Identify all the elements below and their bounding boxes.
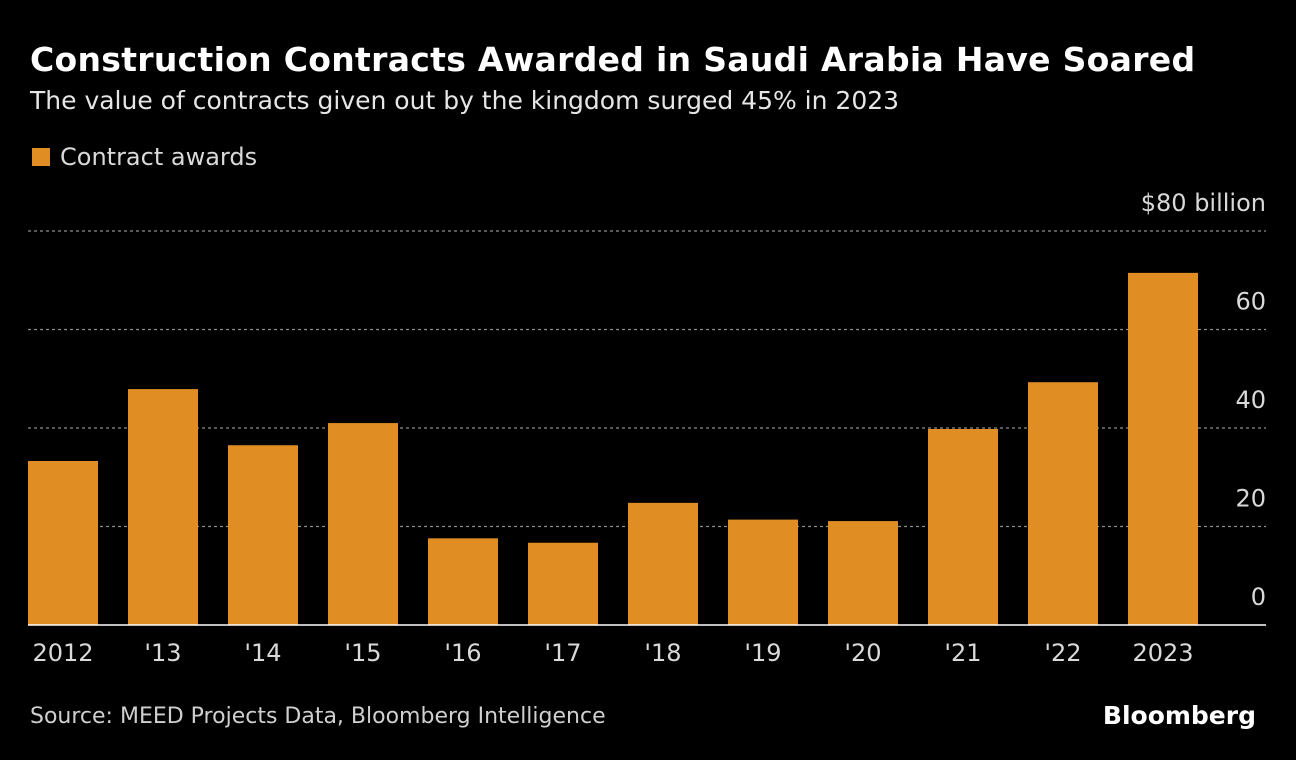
x-tick-label: '14 bbox=[244, 639, 281, 667]
bar bbox=[728, 519, 798, 625]
x-tick-label: 2012 bbox=[32, 639, 93, 667]
x-tick-label: '17 bbox=[544, 639, 581, 667]
bar bbox=[1128, 272, 1198, 625]
chart-title: Construction Contracts Awarded in Saudi … bbox=[30, 40, 1196, 79]
source-note: Source: MEED Projects Data, Bloomberg In… bbox=[30, 704, 606, 729]
legend: Contract awards bbox=[32, 143, 257, 171]
x-tick-label: '13 bbox=[144, 639, 181, 667]
x-tick-label: '19 bbox=[744, 639, 781, 667]
bar bbox=[428, 538, 498, 625]
legend-label: Contract awards bbox=[60, 143, 258, 171]
x-tick-label: '22 bbox=[1044, 639, 1081, 667]
bar bbox=[828, 521, 898, 625]
bar bbox=[28, 460, 98, 625]
chart-subtitle: The value of contracts given out by the … bbox=[30, 86, 900, 115]
x-tick-label: '15 bbox=[344, 639, 381, 667]
y-tick-label: 60 bbox=[1235, 288, 1266, 316]
bar bbox=[928, 428, 998, 625]
x-tick-label: 2023 bbox=[1132, 639, 1193, 667]
bar bbox=[628, 502, 698, 625]
bar bbox=[528, 542, 598, 625]
y-tick-label: $80 billion bbox=[1141, 189, 1266, 217]
legend-swatch bbox=[32, 148, 50, 166]
bar bbox=[328, 423, 398, 625]
x-tick-label: '16 bbox=[444, 639, 481, 667]
brand-logo: Bloomberg bbox=[1102, 701, 1256, 730]
bar bbox=[1028, 382, 1098, 625]
y-tick-label: 0 bbox=[1251, 583, 1266, 611]
x-tick-label: '20 bbox=[844, 639, 881, 667]
x-tick-label: '21 bbox=[944, 639, 981, 667]
bar bbox=[228, 445, 298, 625]
y-tick-label: 40 bbox=[1235, 386, 1266, 414]
x-tick-label: '18 bbox=[644, 639, 681, 667]
y-tick-label: 20 bbox=[1235, 485, 1266, 513]
bar bbox=[128, 389, 198, 625]
